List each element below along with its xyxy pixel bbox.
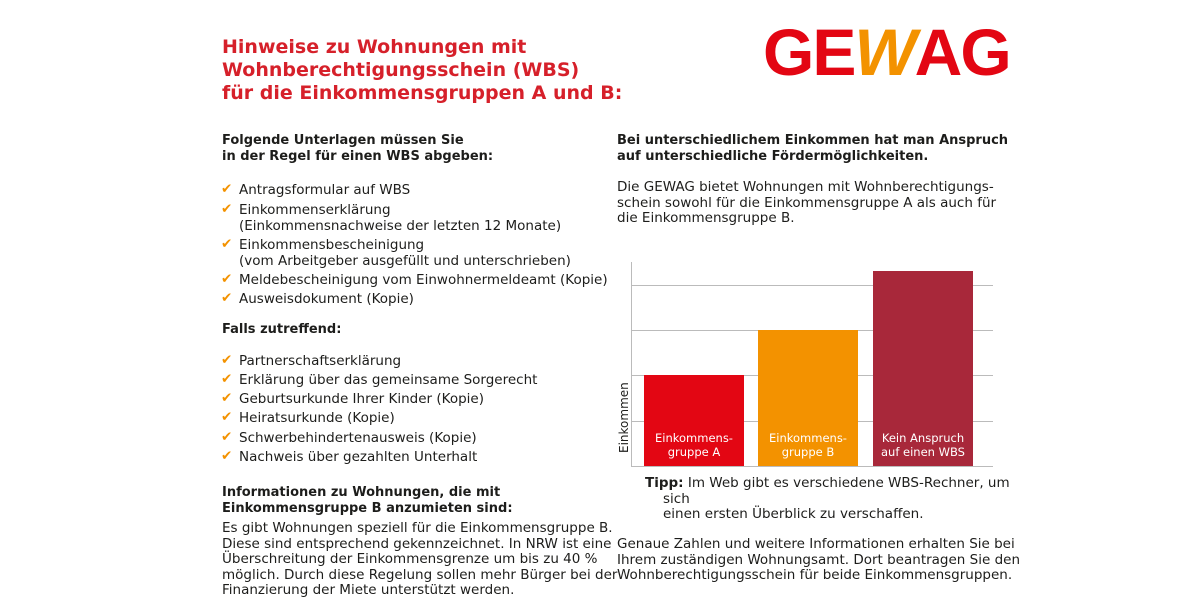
bar-label: Kein Anspruch auf einen WBS	[881, 431, 965, 459]
y-axis	[631, 262, 632, 466]
logo-part: W	[854, 15, 916, 89]
paragraph: Genaue Zahlen und weitere Informationen …	[617, 536, 1021, 584]
list-item: Partnerschaftserklärung	[221, 353, 401, 370]
tip: Tipp: Im Web gibt es verschiedene WBS-Re…	[645, 475, 1023, 523]
heading: Informationen zu Wohnungen, die mit Eink…	[222, 485, 513, 516]
list-item: Antragsformular auf WBS	[221, 182, 410, 199]
y-axis-label: Einkommen	[617, 382, 631, 453]
heading: Falls zutreffend:	[222, 322, 342, 337]
list-item: Erklärung über das gemeinsame Sorgerecht	[221, 372, 537, 389]
bar-label: Einkommens- gruppe A	[655, 431, 733, 459]
list-item: Meldebescheinigung vom Einwohnermeldeamt…	[221, 272, 608, 289]
tip-text: Im Web gibt es verschiedene WBS-Rechner,…	[663, 475, 1010, 523]
list-item: Schwerbehindertenausweis (Kopie)	[221, 430, 477, 447]
grid-line	[631, 466, 993, 467]
paragraph: Die GEWAG bietet Wohnungen mit Wohnberec…	[617, 179, 997, 227]
tip-label: Tipp:	[645, 475, 684, 491]
list-item: Geburtsurkunde Ihrer Kinder (Kopie)	[221, 391, 484, 408]
bar	[873, 271, 973, 466]
bar	[758, 330, 858, 466]
logo-part: GE	[763, 15, 856, 89]
list-item: Ausweisdokument (Kopie)	[221, 291, 414, 308]
list-item: Einkommensbescheinigung (vom Arbeitgeber…	[221, 237, 571, 269]
title: Hinweise zu Wohnungen mit Wohnberechtigu…	[222, 36, 623, 104]
list-item: Einkommenserklärung (Einkommensnachweise…	[221, 202, 561, 234]
bar-label: Einkommens- gruppe B	[769, 431, 847, 459]
paragraph: Es gibt Wohnungen speziell für die Einko…	[222, 520, 618, 599]
logo-part: AG	[914, 15, 1012, 89]
heading: Bei unterschiedlichem Einkommen hat man …	[617, 133, 1009, 164]
bar	[644, 375, 744, 466]
logo: GEWAG	[763, 14, 1012, 90]
grid-line	[631, 284, 993, 286]
list-item: Nachweis über gezahlten Unterhalt	[221, 449, 477, 466]
heading: Folgende Unterlagen müssen Sie in der Re…	[222, 133, 494, 164]
list-item: Heiratsurkunde (Kopie)	[221, 410, 395, 427]
